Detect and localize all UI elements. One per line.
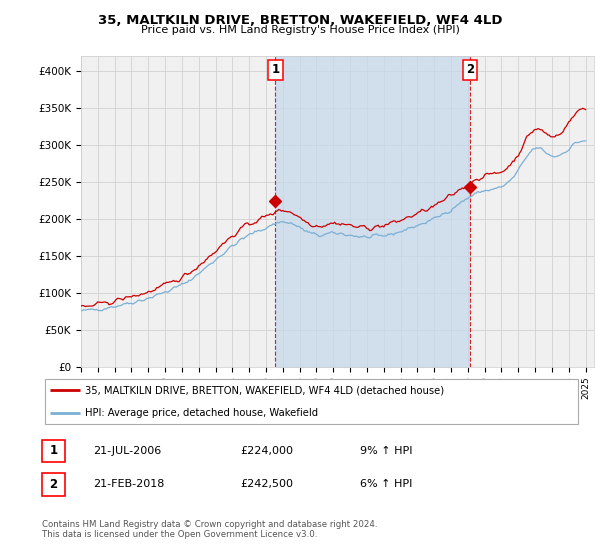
Text: 35, MALTKILN DRIVE, BRETTON, WAKEFIELD, WF4 4LD (detached house): 35, MALTKILN DRIVE, BRETTON, WAKEFIELD, … — [85, 385, 445, 395]
Text: 2: 2 — [466, 63, 474, 77]
Text: 35, MALTKILN DRIVE, BRETTON, WAKEFIELD, WF4 4LD: 35, MALTKILN DRIVE, BRETTON, WAKEFIELD, … — [98, 14, 502, 27]
FancyBboxPatch shape — [45, 380, 578, 424]
Text: Price paid vs. HM Land Registry's House Price Index (HPI): Price paid vs. HM Land Registry's House … — [140, 25, 460, 35]
Text: 1: 1 — [271, 63, 280, 77]
Text: 21-JUL-2006: 21-JUL-2006 — [93, 446, 161, 456]
Text: £224,000: £224,000 — [240, 446, 293, 456]
Text: £242,500: £242,500 — [240, 479, 293, 489]
Text: Contains HM Land Registry data © Crown copyright and database right 2024.
This d: Contains HM Land Registry data © Crown c… — [42, 520, 377, 539]
Text: 2: 2 — [49, 478, 58, 491]
Text: 9% ↑ HPI: 9% ↑ HPI — [360, 446, 413, 456]
Text: 1: 1 — [49, 444, 58, 458]
Text: 21-FEB-2018: 21-FEB-2018 — [93, 479, 164, 489]
Text: HPI: Average price, detached house, Wakefield: HPI: Average price, detached house, Wake… — [85, 408, 319, 418]
Text: 6% ↑ HPI: 6% ↑ HPI — [360, 479, 412, 489]
